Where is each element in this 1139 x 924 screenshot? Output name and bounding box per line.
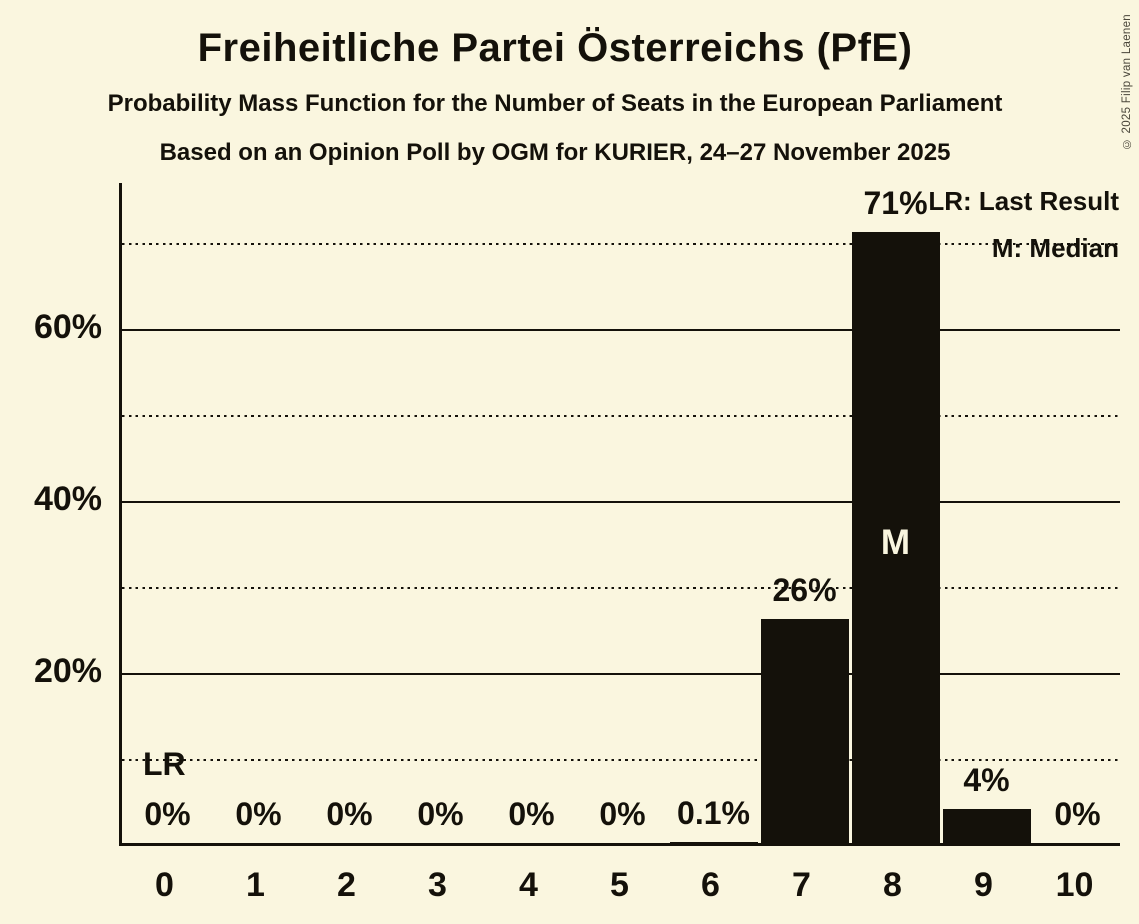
x-axis-label-8: 8 [883,866,902,904]
bar-value-label-seat-1: 0% [235,796,282,832]
median-marker: M [880,523,911,562]
bar-value-label-seat-2: 0% [326,796,373,832]
y-axis-label-40: 40% [33,480,102,518]
bar-value-label-seat-5: 0% [599,796,646,832]
bar-seat-8 [851,232,940,843]
bar-value-label-seat-4: 0% [508,796,555,832]
bar-seat-6 [669,842,758,843]
bar-value-label-seat-10: 0% [1054,796,1101,832]
plot-area: 0% 0% 0% 0% 0% 0% 0.1% 26% 71% 4% 0% M LR [119,183,1120,846]
x-axis-label-6: 6 [701,866,720,904]
chart-title: Freiheitliche Partei Österreichs (PfE) [197,26,913,70]
gridline-dotted-50 [122,415,1120,417]
bar-value-label-seat-6: 0.1% [677,795,750,831]
chart-subtitle-function: Probability Mass Function for the Number… [107,90,1003,117]
last-result-marker: LR [143,746,186,782]
bar-value-label-seat-8: 71% [863,185,928,221]
x-axis-label-0: 0 [155,866,174,904]
bar-value-label-seat-9: 4% [963,762,1010,798]
copyright-notice: © 2025 Filip van Laenen [1121,14,1133,150]
bar-value-label-seat-0: 0% [144,796,191,832]
chart-subtitle-poll: Based on an Opinion Poll by OGM for KURI… [159,139,951,166]
x-axis-label-4: 4 [519,866,538,904]
x-axis-label-10: 10 [1055,866,1094,904]
gridline-dotted-30 [122,587,1120,589]
x-axis-label-3: 3 [428,866,447,904]
gridline-solid-40 [122,501,1120,503]
bar-value-label-seat-3: 0% [417,796,464,832]
bar-seat-9 [942,809,1031,843]
bar-seat-7 [760,619,849,843]
gridline-solid-20 [122,673,1120,675]
y-axis-label-60: 60% [33,308,102,346]
x-axis-label-2: 2 [337,866,356,904]
gridline-dotted-70 [122,243,1120,245]
gridline-dotted-10 [122,759,1120,761]
x-axis-label-9: 9 [974,866,993,904]
y-axis-label-20: 20% [33,652,102,690]
x-axis-label-1: 1 [246,866,265,904]
legend-last-result: LR: Last Result [928,186,1119,216]
x-axis-label-7: 7 [792,866,811,904]
bar-value-label-seat-7: 26% [772,572,837,608]
gridline-solid-60 [122,329,1120,331]
x-axis-label-5: 5 [610,866,629,904]
legend-median: M: Median [991,233,1119,263]
